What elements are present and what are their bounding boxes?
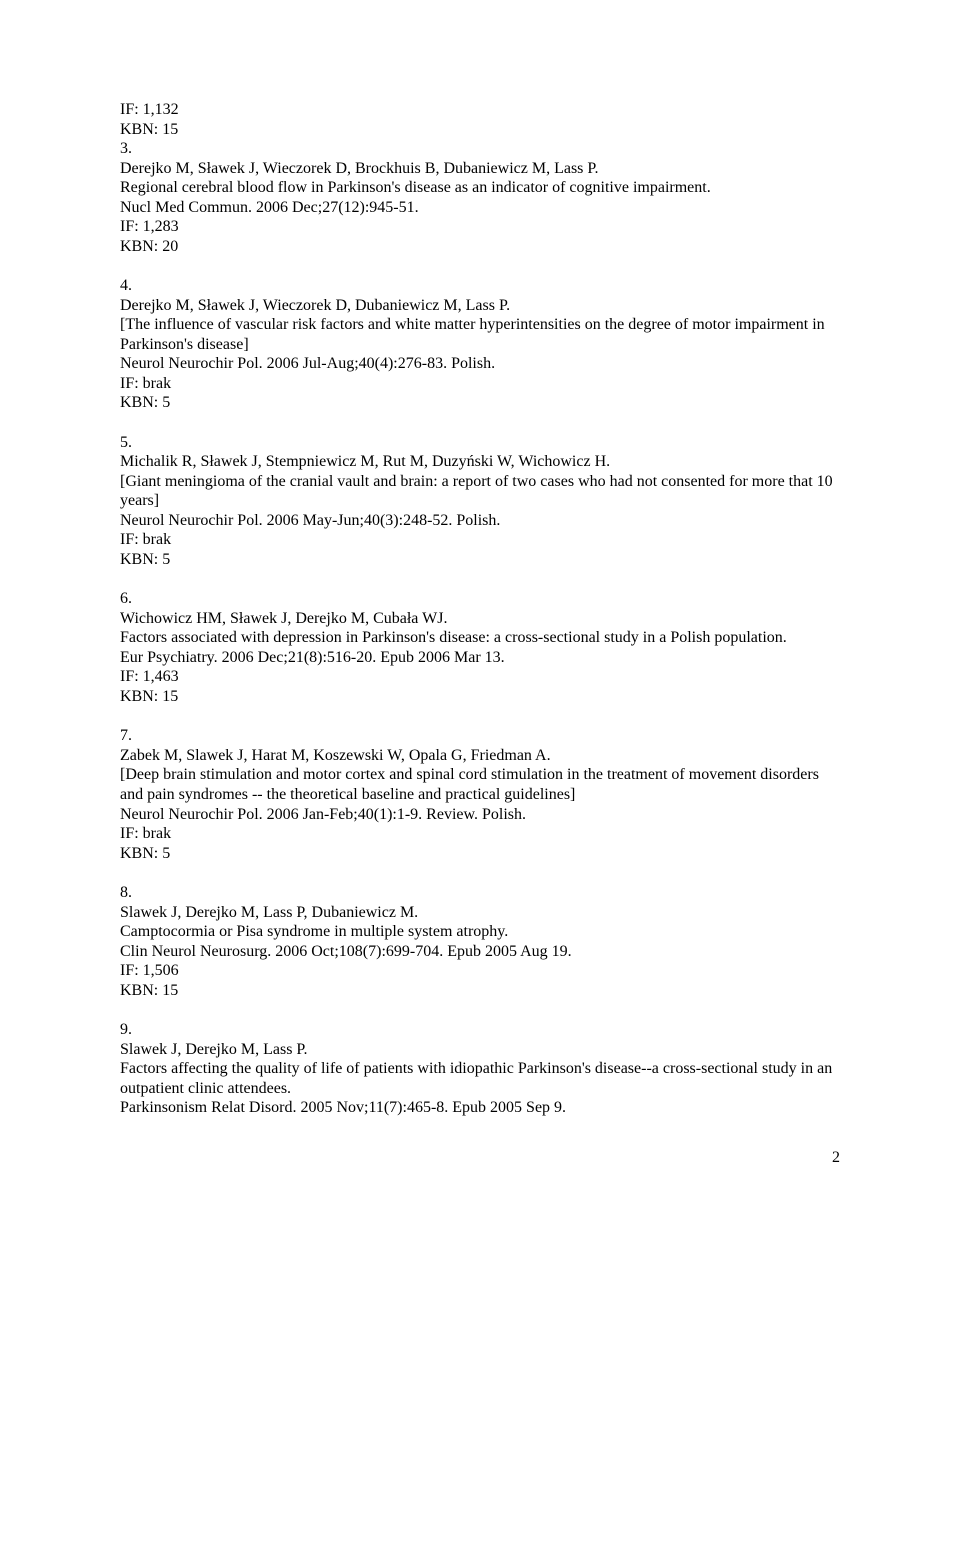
entry-line: 8.: [120, 883, 840, 903]
entry-line: KBN: 15: [120, 981, 840, 1001]
entry-line: Regional cerebral blood flow in Parkinso…: [120, 178, 840, 198]
bibliography-entry: 6.Wichowicz HM, Sławek J, Derejko M, Cub…: [120, 589, 840, 706]
entry-line: Nucl Med Commun. 2006 Dec;27(12):945-51.: [120, 198, 840, 218]
entry-line: KBN: 5: [120, 844, 840, 864]
entry-line: [Deep brain stimulation and motor cortex…: [120, 765, 840, 804]
entry-line: IF: 1,506: [120, 961, 840, 981]
entry-line: Parkinsonism Relat Disord. 2005 Nov;11(7…: [120, 1098, 840, 1118]
bibliography-entry: 4.Derejko M, Sławek J, Wieczorek D, Duba…: [120, 276, 840, 413]
bibliography-entry: 9.Slawek J, Derejko M, Lass P.Factors af…: [120, 1020, 840, 1118]
entry-line: Camptocormia or Pisa syndrome in multipl…: [120, 922, 840, 942]
bibliography-entry: 8.Slawek J, Derejko M, Lass P, Dubaniewi…: [120, 883, 840, 1000]
bibliography-entry: IF: 1,132KBN: 153.Derejko M, Sławek J, W…: [120, 100, 840, 256]
entry-line: IF: brak: [120, 374, 840, 394]
entry-line: KBN: 5: [120, 550, 840, 570]
entry-line: Factors affecting the quality of life of…: [120, 1059, 840, 1098]
entry-line: KBN: 15: [120, 687, 840, 707]
entry-line: KBN: 5: [120, 393, 840, 413]
entry-line: [Giant meningioma of the cranial vault a…: [120, 472, 840, 511]
page-number: 2: [120, 1148, 840, 1168]
entry-line: KBN: 20: [120, 237, 840, 257]
entry-line: Slawek J, Derejko M, Lass P.: [120, 1040, 840, 1060]
entry-line: 7.: [120, 726, 840, 746]
entry-line: 4.: [120, 276, 840, 296]
entry-line: 5.: [120, 433, 840, 453]
entry-line: Zabek M, Slawek J, Harat M, Koszewski W,…: [120, 746, 840, 766]
entry-line: Eur Psychiatry. 2006 Dec;21(8):516-20. E…: [120, 648, 840, 668]
entry-line: IF: brak: [120, 530, 840, 550]
entry-line: IF: brak: [120, 824, 840, 844]
entry-line: 3.: [120, 139, 840, 159]
entry-line: IF: 1,463: [120, 667, 840, 687]
entry-line: 6.: [120, 589, 840, 609]
entry-line: Neurol Neurochir Pol. 2006 Jan-Feb;40(1)…: [120, 805, 840, 825]
entry-line: Factors associated with depression in Pa…: [120, 628, 840, 648]
document-content: IF: 1,132KBN: 153.Derejko M, Sławek J, W…: [120, 100, 840, 1118]
bibliography-entry: 5.Michalik R, Sławek J, Stempniewicz M, …: [120, 433, 840, 570]
entry-line: [The influence of vascular risk factors …: [120, 315, 840, 354]
entry-line: Clin Neurol Neurosurg. 2006 Oct;108(7):6…: [120, 942, 840, 962]
entry-line: Wichowicz HM, Sławek J, Derejko M, Cubał…: [120, 609, 840, 629]
entry-line: 9.: [120, 1020, 840, 1040]
entry-line: Slawek J, Derejko M, Lass P, Dubaniewicz…: [120, 903, 840, 923]
entry-line: Derejko M, Sławek J, Wieczorek D, Dubani…: [120, 296, 840, 316]
entry-line: KBN: 15: [120, 120, 840, 140]
entry-line: IF: 1,283: [120, 217, 840, 237]
bibliography-entry: 7.Zabek M, Slawek J, Harat M, Koszewski …: [120, 726, 840, 863]
entry-line: Michalik R, Sławek J, Stempniewicz M, Ru…: [120, 452, 840, 472]
entry-line: Derejko M, Sławek J, Wieczorek D, Brockh…: [120, 159, 840, 179]
entry-line: Neurol Neurochir Pol. 2006 Jul-Aug;40(4)…: [120, 354, 840, 374]
entry-line: Neurol Neurochir Pol. 2006 May-Jun;40(3)…: [120, 511, 840, 531]
entry-line: IF: 1,132: [120, 100, 840, 120]
